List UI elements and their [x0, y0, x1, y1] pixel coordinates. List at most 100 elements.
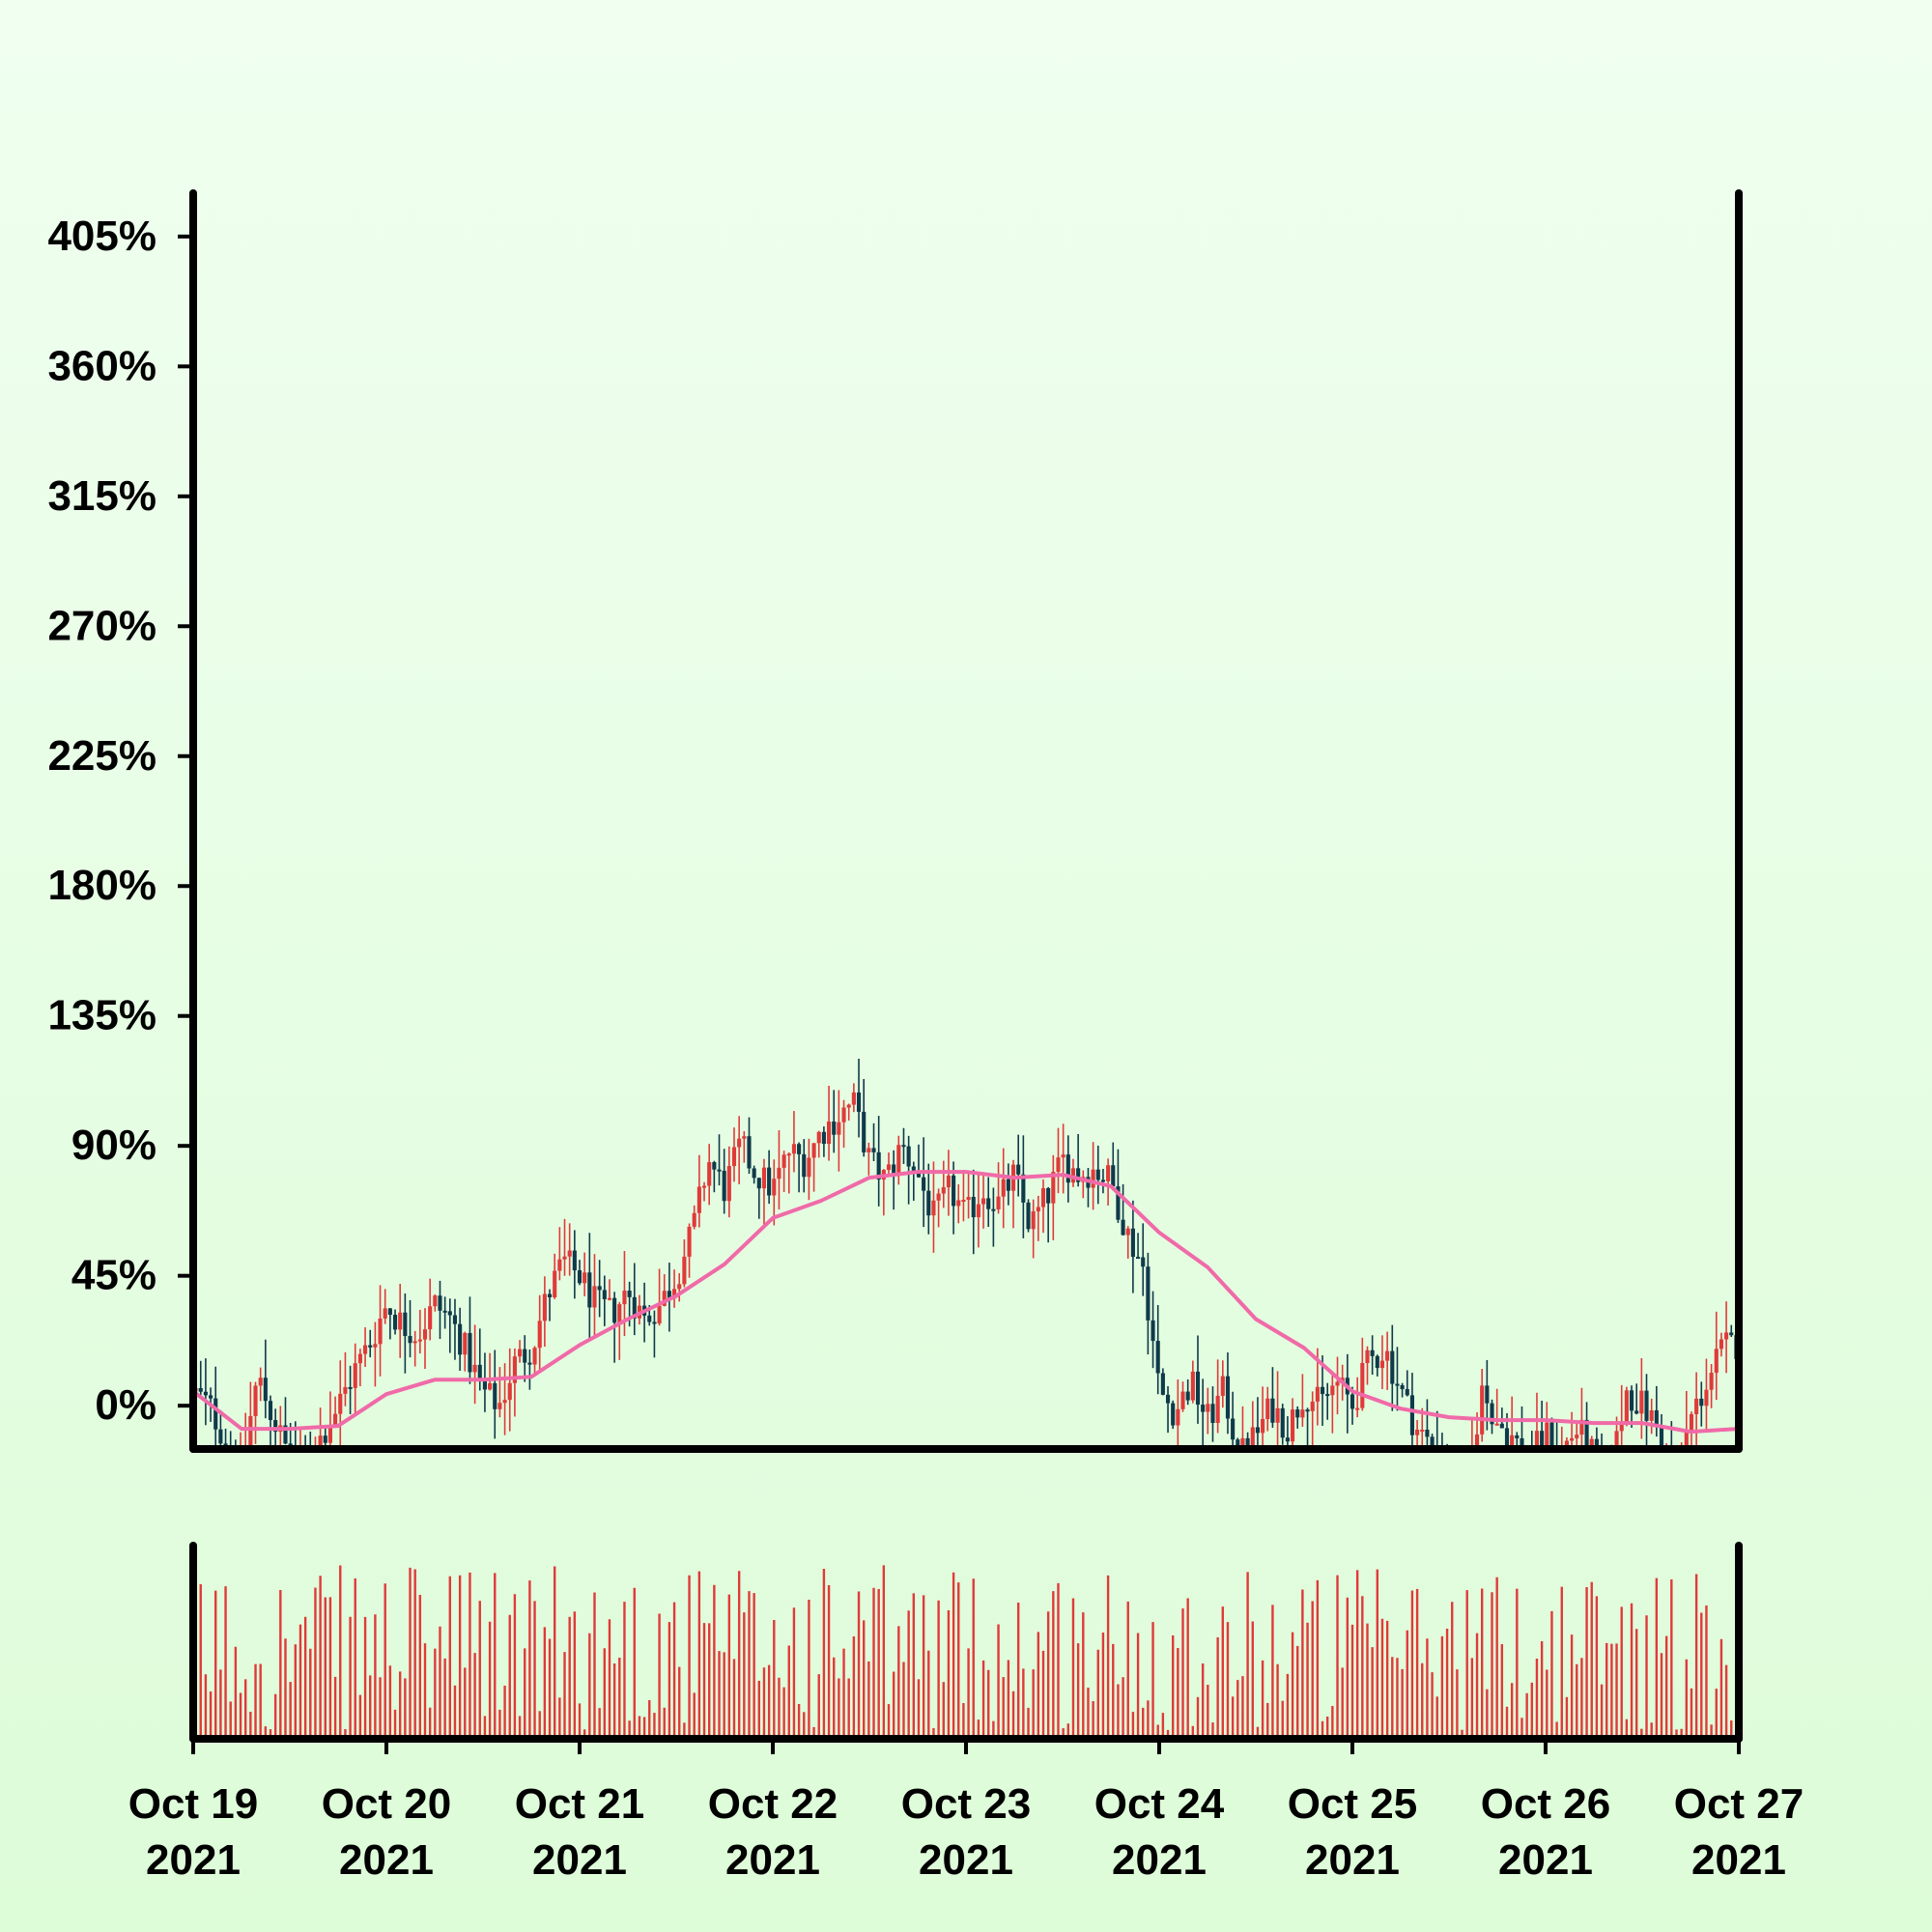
- candle-body: [1006, 1179, 1010, 1191]
- candle-body: [567, 1250, 572, 1257]
- candle-body: [966, 1197, 971, 1200]
- candle-body: [527, 1362, 532, 1365]
- candle-body: [412, 1341, 417, 1344]
- candle-body: [647, 1315, 652, 1322]
- candle-body: [398, 1312, 403, 1330]
- candle-body: [1570, 1437, 1575, 1441]
- y-tick-label: 360%: [47, 342, 156, 389]
- candle-body: [991, 1208, 996, 1211]
- candle-body: [1649, 1409, 1654, 1421]
- candle-body: [1379, 1360, 1385, 1369]
- candle-body: [952, 1175, 956, 1207]
- candle-body: [682, 1256, 687, 1285]
- candle-body: [577, 1270, 582, 1284]
- y-tick-label: 315%: [47, 472, 156, 520]
- x-tick-label-year: 2021: [725, 1836, 820, 1884]
- candle-body: [802, 1153, 807, 1178]
- candle-body: [737, 1138, 742, 1148]
- candle-body: [1245, 1437, 1250, 1449]
- candle-body: [1021, 1174, 1026, 1203]
- candle-body: [1365, 1350, 1370, 1364]
- candle-body: [1165, 1394, 1171, 1404]
- candle-body: [731, 1147, 737, 1167]
- candle-body: [1046, 1188, 1051, 1204]
- candle-body: [458, 1323, 463, 1355]
- candle-body: [696, 1186, 701, 1213]
- candle-body: [827, 1122, 832, 1145]
- candle-body: [1534, 1431, 1540, 1449]
- candle-body: [1525, 1456, 1529, 1458]
- candle-body: [1724, 1332, 1729, 1340]
- candle-body: [1040, 1188, 1046, 1208]
- candle-body: [976, 1204, 980, 1218]
- candle-body: [1390, 1350, 1395, 1384]
- candle-body: [1420, 1430, 1425, 1433]
- candle-body: [617, 1304, 622, 1323]
- candle-body: [1206, 1404, 1210, 1412]
- candle-body: [662, 1291, 667, 1306]
- candle-body: [1729, 1332, 1734, 1336]
- candle-body: [283, 1425, 288, 1444]
- candle-body: [378, 1318, 383, 1345]
- candle-body: [607, 1297, 612, 1300]
- candle-body: [832, 1122, 837, 1135]
- candle-body: [922, 1177, 926, 1191]
- candle-body: [772, 1179, 777, 1196]
- candle-body: [463, 1332, 468, 1355]
- candle-body: [472, 1364, 477, 1373]
- candle-body: [537, 1321, 542, 1349]
- candle-body: [1265, 1398, 1270, 1420]
- candle-body: [1320, 1386, 1325, 1395]
- y-tick-label: 270%: [47, 602, 156, 649]
- volume-panel: [189, 1542, 1743, 1743]
- candle-body: [333, 1413, 338, 1427]
- candle-body: [941, 1187, 946, 1194]
- candle-body: [408, 1336, 412, 1344]
- candle-body: [756, 1178, 761, 1189]
- candle-body: [338, 1393, 343, 1414]
- candle-body: [1355, 1407, 1360, 1410]
- candle-body: [1714, 1349, 1719, 1374]
- candle-body: [572, 1250, 577, 1271]
- candle-body: [707, 1162, 712, 1186]
- x-tick-label-year: 2021: [146, 1836, 241, 1884]
- candle-body: [1151, 1320, 1155, 1342]
- candle-body: [482, 1378, 487, 1390]
- candle-body: [1280, 1407, 1285, 1438]
- candle-body: [213, 1398, 218, 1430]
- candle-body: [911, 1166, 916, 1174]
- candle-body: [1564, 1440, 1569, 1446]
- candle-body: [1605, 1458, 1608, 1462]
- candle-body: [1001, 1179, 1006, 1197]
- candle-body: [422, 1329, 428, 1340]
- candle-body: [353, 1363, 357, 1388]
- candle-body: [1609, 1458, 1613, 1482]
- candle-body: [632, 1296, 637, 1319]
- candle-body: [438, 1295, 442, 1311]
- candle-body: [841, 1107, 846, 1122]
- candle-body: [1709, 1373, 1714, 1390]
- candle-body: [1395, 1383, 1400, 1386]
- candle-body: [1400, 1384, 1405, 1390]
- candle-body: [1704, 1389, 1709, 1406]
- candle-body: [1490, 1403, 1494, 1425]
- candle-body: [1350, 1394, 1355, 1409]
- candle-body: [442, 1310, 447, 1313]
- x-tick-label-date: Oct 26: [1481, 1780, 1611, 1828]
- candle-body: [867, 1148, 871, 1152]
- candle-body: [1440, 1464, 1444, 1466]
- candle-body: [512, 1356, 517, 1383]
- candle-body: [294, 1460, 298, 1462]
- candle-body: [1360, 1363, 1365, 1408]
- candle-body: [1654, 1409, 1659, 1426]
- candle-body: [722, 1170, 726, 1202]
- candle-body: [816, 1131, 821, 1144]
- candle-body: [1579, 1419, 1584, 1435]
- candle-body: [303, 1451, 307, 1463]
- candle-body: [253, 1385, 258, 1416]
- x-tick-label-date: Oct 25: [1288, 1780, 1418, 1828]
- candle-body: [348, 1386, 353, 1389]
- candle-body: [1624, 1390, 1629, 1424]
- candle-body: [547, 1293, 553, 1298]
